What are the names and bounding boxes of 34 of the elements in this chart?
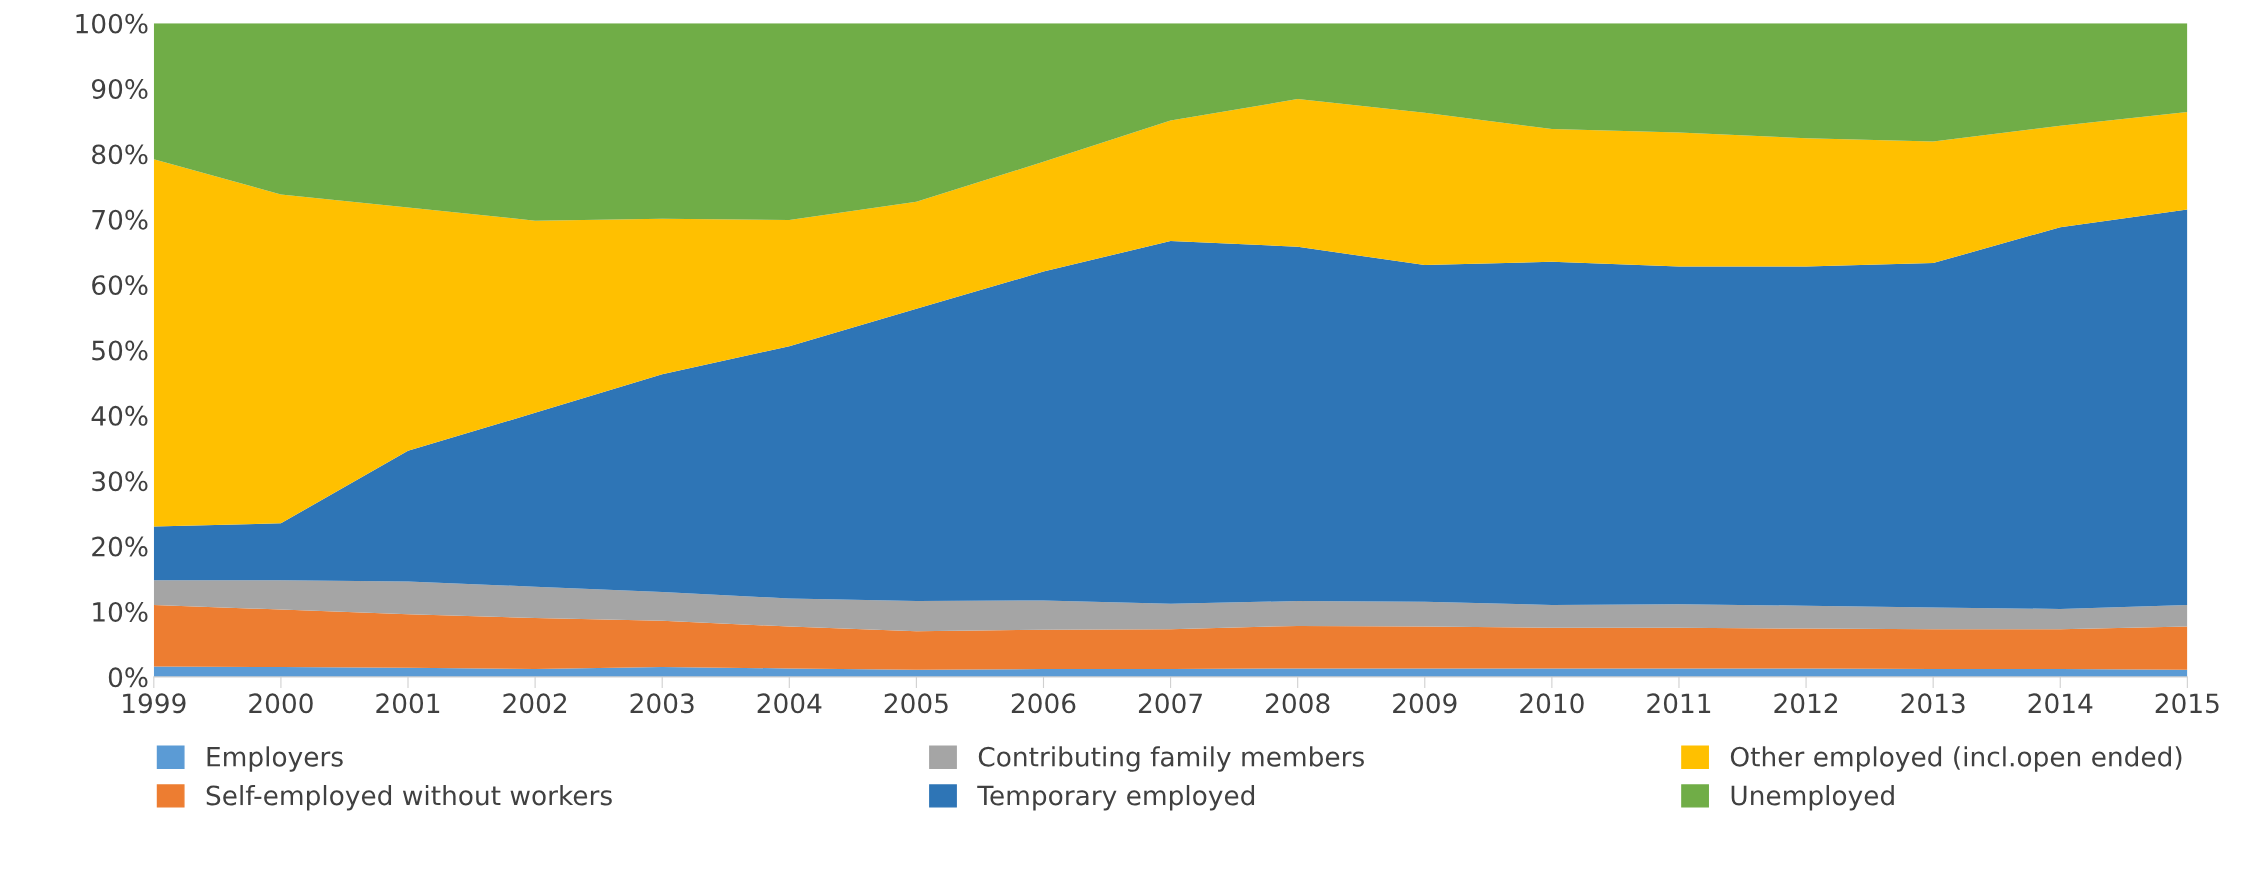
x-tick-label: 2012: [1774, 693, 1837, 714]
y-tick-label: 90%: [91, 79, 148, 99]
y-tick-label: 60%: [92, 275, 148, 296]
x-tick-label: 2007: [1138, 693, 1202, 714]
x-tick-label: 2000: [249, 693, 313, 714]
y-tick-label: 30%: [92, 471, 148, 492]
x-tick-label: 2006: [1011, 693, 1076, 714]
x-tick-label: 2003: [630, 693, 694, 714]
x-tick-label: 2009: [1393, 693, 1457, 714]
y-tick-label: 10%: [93, 601, 148, 622]
y-tick-label: 0%: [108, 667, 148, 688]
legend-label: Self-employed without workers: [206, 785, 612, 811]
x-tick-label: 2004: [757, 693, 822, 714]
x-tick-label: 2002: [503, 693, 567, 714]
x-tick-label: 2010: [1520, 693, 1584, 714]
legend-label: Unemployed: [1731, 785, 1894, 811]
x-tick-label: 2001: [376, 693, 440, 714]
x-tick-label: 1999: [123, 693, 186, 714]
y-tick-label: 70%: [92, 209, 148, 230]
x-tick-label: 2008: [1266, 693, 1330, 714]
legend-label: Other employed (incl.open ended): [1730, 746, 2182, 772]
y-tick-label: 40%: [91, 405, 148, 426]
x-tick-label: 2013: [1901, 693, 1965, 714]
x-tick-label: 2015: [2155, 693, 2219, 714]
y-tick-label: 50%: [92, 340, 148, 361]
x-tick-label: 2011: [1647, 693, 1711, 714]
legend-label: Employers: [207, 746, 343, 772]
legend-label: Temporary employed: [977, 785, 1255, 811]
y-tick-label: 20%: [92, 536, 148, 557]
legend-label: Contributing family members: [978, 746, 1364, 772]
x-tick-label: 2014: [2028, 693, 2093, 714]
y-tick-label: 80%: [92, 144, 148, 165]
y-tick-label: 100%: [76, 13, 148, 34]
x-tick-label: 2005: [884, 693, 948, 714]
